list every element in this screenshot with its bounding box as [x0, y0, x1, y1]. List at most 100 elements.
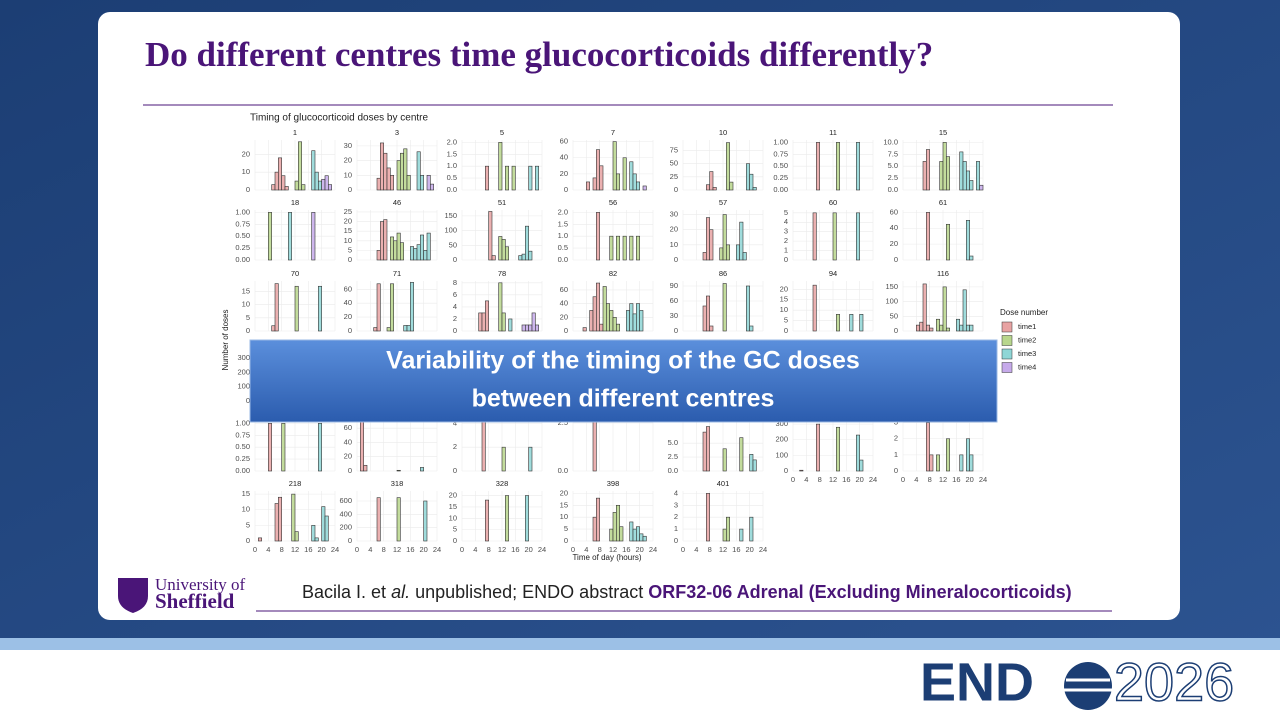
y-tick-label: 1.5 — [447, 149, 457, 158]
y-tick-label: 25 — [670, 172, 678, 181]
bar — [478, 312, 483, 332]
slide-title: Do different centres time glucocorticoid… — [145, 35, 933, 74]
bar — [281, 423, 286, 472]
bar — [812, 284, 817, 332]
bar — [426, 232, 431, 261]
bar — [926, 324, 930, 332]
globe — [1064, 662, 1112, 710]
bar — [966, 324, 970, 332]
legend-swatch — [1001, 362, 1013, 373]
bar — [742, 252, 747, 261]
legend-title: Dose number — [1000, 308, 1048, 317]
bar — [962, 161, 967, 191]
bar — [926, 149, 930, 191]
bar — [380, 221, 384, 261]
bar — [291, 493, 296, 542]
y-tick-label: 5 — [246, 520, 250, 529]
bar — [406, 325, 411, 332]
legend: Dose number time1 time2 time3 time4 — [1000, 308, 1048, 373]
x-tick-label: 4 — [266, 545, 270, 554]
citation: Bacila I. et al. unpublished; ENDO abstr… — [302, 582, 1072, 602]
bar — [812, 212, 817, 261]
bar — [859, 459, 864, 472]
bar — [622, 235, 627, 261]
y-tick-label: 20 — [890, 239, 898, 248]
y-tick-label: 0 — [246, 536, 250, 545]
bar — [726, 244, 730, 261]
bar — [922, 161, 927, 191]
y-tick-label: 1 — [894, 450, 898, 459]
bar — [636, 526, 640, 542]
y-tick-label: 0 — [564, 326, 568, 335]
bar — [836, 314, 840, 332]
bar — [508, 318, 513, 332]
bar — [294, 180, 299, 191]
y-tick-label: 0 — [784, 326, 788, 335]
panel-title: 56 — [609, 198, 617, 207]
y-tick-label: 0.75 — [235, 430, 250, 439]
bar — [311, 212, 316, 261]
y-tick-label: 200 — [237, 367, 250, 376]
bar — [525, 225, 529, 261]
x-tick-label: 12 — [393, 545, 401, 554]
logo-text: University of — [155, 575, 246, 594]
y-tick-label: 15 — [242, 287, 250, 296]
bar — [274, 283, 279, 332]
bar — [726, 516, 730, 542]
x-tick-label: 4 — [584, 545, 588, 554]
bar — [426, 174, 431, 191]
bar — [386, 167, 391, 191]
x-tick-label: 4 — [694, 545, 698, 554]
bar — [706, 493, 710, 542]
bar — [629, 235, 634, 261]
bar — [639, 533, 644, 542]
bar — [636, 303, 640, 332]
x-tick-label: 24 — [979, 475, 987, 484]
bar — [582, 327, 587, 332]
bar — [939, 161, 944, 191]
panel-title: 7 — [611, 128, 615, 137]
bar — [592, 420, 597, 472]
bar — [636, 181, 640, 191]
bar — [390, 236, 394, 261]
x-tick-label: 16 — [842, 475, 850, 484]
panel: 56 0.0 0.5 1.0 1.5 2.0 — [558, 198, 654, 264]
bar — [311, 525, 316, 542]
banner: Variability of the timing of the GC dose… — [249, 339, 998, 423]
bar — [420, 234, 424, 261]
y-tick-label: 4 — [784, 217, 788, 226]
panel: 57 0 10 20 30 — [670, 198, 764, 264]
bar — [396, 469, 401, 472]
y-tick-label: 1.00 — [773, 137, 788, 146]
bar — [501, 446, 506, 472]
bar — [856, 434, 860, 472]
y-tick-label: 1 — [784, 246, 788, 255]
bar — [969, 255, 974, 261]
bar — [702, 431, 707, 472]
y-tick-label: 100 — [775, 450, 788, 459]
bar — [318, 423, 322, 472]
y-tick-label: 90 — [670, 281, 678, 290]
bar — [969, 454, 974, 472]
bar — [406, 174, 411, 191]
bar — [400, 242, 404, 261]
panel: 0.00 0.25 0.50 0.75 1.00 — [235, 418, 336, 475]
y-tick-label: 1.00 — [235, 207, 250, 216]
panel-title: 82 — [609, 269, 617, 278]
y-tick-label: 0.00 — [773, 185, 788, 194]
logo-text: END — [920, 652, 1034, 712]
bar — [739, 437, 744, 472]
y-tick-label: 1.0 — [558, 231, 568, 240]
y-tick-label: 5 — [348, 245, 352, 254]
bar — [706, 426, 710, 472]
legend-swatch — [1001, 348, 1013, 360]
bar — [403, 325, 408, 332]
y-tick-label: 20 — [242, 149, 250, 158]
bar — [856, 212, 860, 261]
bar — [832, 212, 837, 261]
x-tick-label: 12 — [609, 545, 617, 554]
x-tick-label: 24 — [331, 545, 339, 554]
y-tick-label: 0 — [674, 255, 678, 264]
x-tick-label: 8 — [818, 475, 822, 484]
